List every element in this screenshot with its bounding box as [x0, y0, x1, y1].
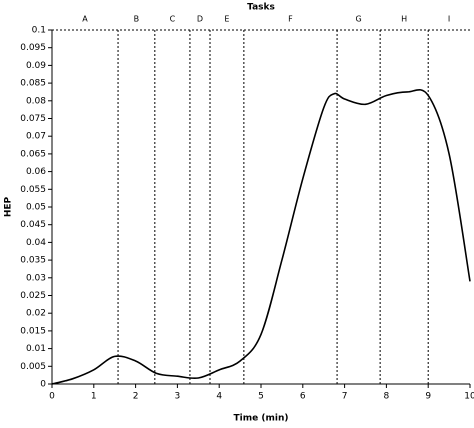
task-label: I: [448, 15, 450, 24]
y-tick-label: 0.05: [26, 203, 46, 213]
y-tick-label: 0.065: [20, 149, 46, 159]
y-tick-label: 0.015: [20, 326, 46, 336]
task-label: F: [288, 15, 293, 24]
y-tick-label: 0: [40, 380, 46, 390]
chart-title: Tasks: [247, 3, 275, 13]
y-tick-label: 0.01: [26, 344, 46, 354]
x-tick-label: 6: [300, 392, 306, 402]
x-tick-label: 8: [384, 392, 390, 402]
task-label: H: [401, 15, 407, 24]
task-label: C: [170, 15, 176, 24]
y-tick-label: 0.08: [26, 96, 46, 106]
y-tick-label: 0.06: [26, 167, 46, 177]
x-tick-label: 2: [133, 392, 139, 402]
x-tick-label: 9: [425, 392, 431, 402]
task-label: E: [224, 15, 229, 24]
y-tick-label: 0.095: [20, 43, 46, 53]
x-tick-label: 1: [91, 392, 97, 402]
y-tick-label: 0.045: [20, 220, 46, 230]
y-axis-title: HEP: [4, 196, 14, 217]
y-tick-label: 0.04: [26, 238, 46, 248]
y-tick-label: 0.02: [26, 309, 46, 319]
y-tick-label: 0.005: [20, 362, 46, 372]
x-tick-label: 5: [258, 392, 264, 402]
x-axis-title: Time (min): [234, 414, 289, 424]
y-tick-label: 0.07: [26, 132, 46, 142]
data-line: [51, 89, 471, 385]
y-tick-label: 0.09: [26, 61, 46, 71]
x-tick-label: 4: [216, 392, 222, 402]
x-tick-label: 3: [175, 392, 181, 402]
task-label: D: [197, 15, 203, 24]
y-tick-label: 0.055: [20, 185, 46, 195]
x-tick-label: 7: [342, 392, 348, 402]
x-tick-label: 0: [49, 392, 55, 402]
x-tick-label: 10: [464, 392, 474, 402]
y-tick-label: 0.025: [20, 291, 46, 301]
y-tick-label: 0.075: [20, 114, 46, 124]
y-tick-label: 0.1: [32, 26, 46, 36]
task-label: A: [82, 15, 88, 24]
y-tick-label: 0.03: [26, 273, 46, 283]
y-tick-label: 0.085: [20, 79, 46, 89]
task-label: G: [356, 15, 362, 24]
y-tick-label: 0.035: [20, 256, 46, 266]
task-label: B: [134, 15, 140, 24]
